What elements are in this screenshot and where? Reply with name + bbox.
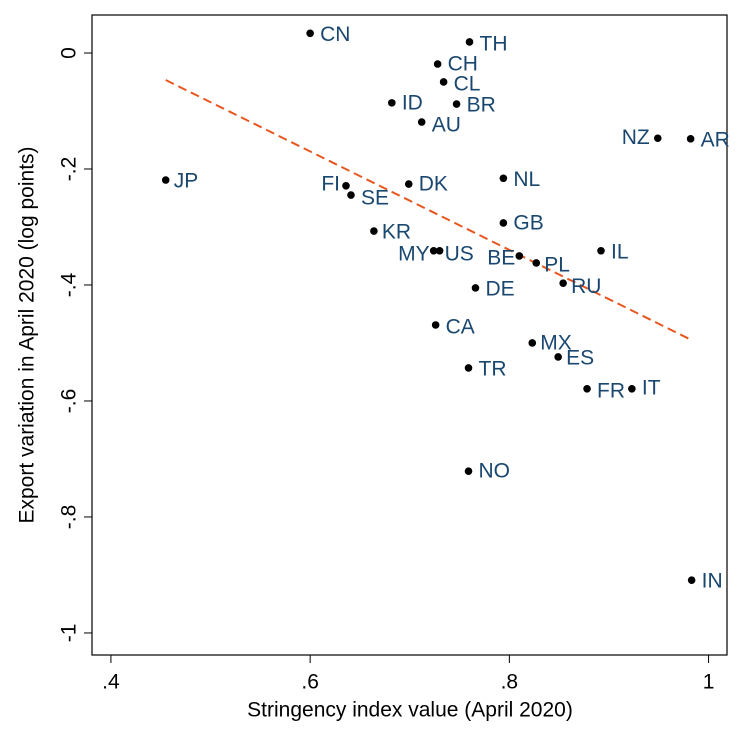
- point: [431, 321, 440, 329]
- y-tick-label: 0: [58, 47, 81, 59]
- point-label: AU: [432, 114, 461, 137]
- point: [439, 78, 448, 86]
- point: [687, 576, 696, 584]
- point-label: FI: [321, 172, 340, 195]
- point: [554, 353, 562, 361]
- point: [528, 339, 537, 347]
- point: [347, 191, 355, 199]
- point: [499, 219, 508, 227]
- y-tick-label: -.8: [58, 505, 81, 530]
- point: [628, 384, 636, 393]
- point-label: ES: [566, 346, 594, 369]
- point-label: NZ: [622, 126, 650, 149]
- point-label: NO: [479, 460, 511, 483]
- point: [417, 118, 426, 126]
- point: [464, 364, 473, 372]
- point: [429, 246, 438, 255]
- point-label: KR: [382, 221, 411, 244]
- x-tick-label: .6: [301, 671, 319, 694]
- point-label: ID: [402, 91, 423, 114]
- point-label: CN: [320, 23, 350, 46]
- x-tick-label: .4: [102, 671, 120, 694]
- point-label: CA: [446, 316, 475, 339]
- point-label: DK: [419, 173, 448, 196]
- x-tick-label: 1: [703, 671, 715, 694]
- point: [583, 384, 591, 393]
- point-label: CL: [454, 73, 481, 96]
- point-label: PL: [544, 253, 570, 276]
- x-axis-title: Stringency index value (April 2020): [247, 699, 573, 722]
- point-label: IT: [642, 376, 661, 399]
- y-axis-title: Export variation in April 2020 (log poin…: [16, 146, 39, 523]
- point: [388, 99, 396, 107]
- point-label: GB: [513, 211, 543, 234]
- point-label: AR: [701, 128, 730, 151]
- point-label: BE: [487, 247, 515, 270]
- point: [471, 284, 480, 292]
- y-tick-label: -.2: [58, 157, 81, 182]
- point-label: JP: [174, 170, 199, 193]
- point-label: US: [445, 242, 474, 265]
- point: [653, 134, 662, 143]
- x-tick-label: .8: [501, 671, 519, 694]
- point-label: NL: [513, 168, 540, 191]
- point: [452, 100, 461, 108]
- point: [306, 29, 314, 38]
- point: [465, 38, 474, 46]
- plot-frame: [91, 14, 728, 656]
- point: [686, 135, 695, 143]
- point: [370, 227, 378, 235]
- y-tick-label: -.6: [58, 389, 81, 414]
- point-label: RU: [571, 275, 601, 298]
- point-label: IL: [611, 240, 629, 263]
- point-label: BR: [467, 94, 496, 117]
- point-label: TR: [479, 357, 507, 380]
- point-label: MY: [398, 242, 430, 265]
- point-label: SE: [361, 187, 389, 210]
- point: [597, 246, 605, 255]
- point: [464, 467, 473, 475]
- point-label: CH: [448, 53, 478, 76]
- point: [342, 182, 350, 190]
- point: [435, 246, 444, 255]
- point: [161, 176, 170, 184]
- point: [499, 174, 508, 183]
- fit-line: [165, 79, 693, 341]
- point: [404, 180, 413, 188]
- point: [433, 60, 442, 68]
- y-tick-label: -1: [58, 624, 81, 643]
- y-tick-label: -.4: [58, 272, 81, 297]
- point: [515, 252, 524, 260]
- point-label: DE: [485, 277, 514, 300]
- point-label: MX: [540, 332, 572, 355]
- point-label: TH: [480, 33, 508, 56]
- point: [559, 279, 567, 288]
- point-label: FR: [597, 379, 625, 402]
- point-label: IN: [702, 570, 723, 593]
- point: [532, 259, 541, 267]
